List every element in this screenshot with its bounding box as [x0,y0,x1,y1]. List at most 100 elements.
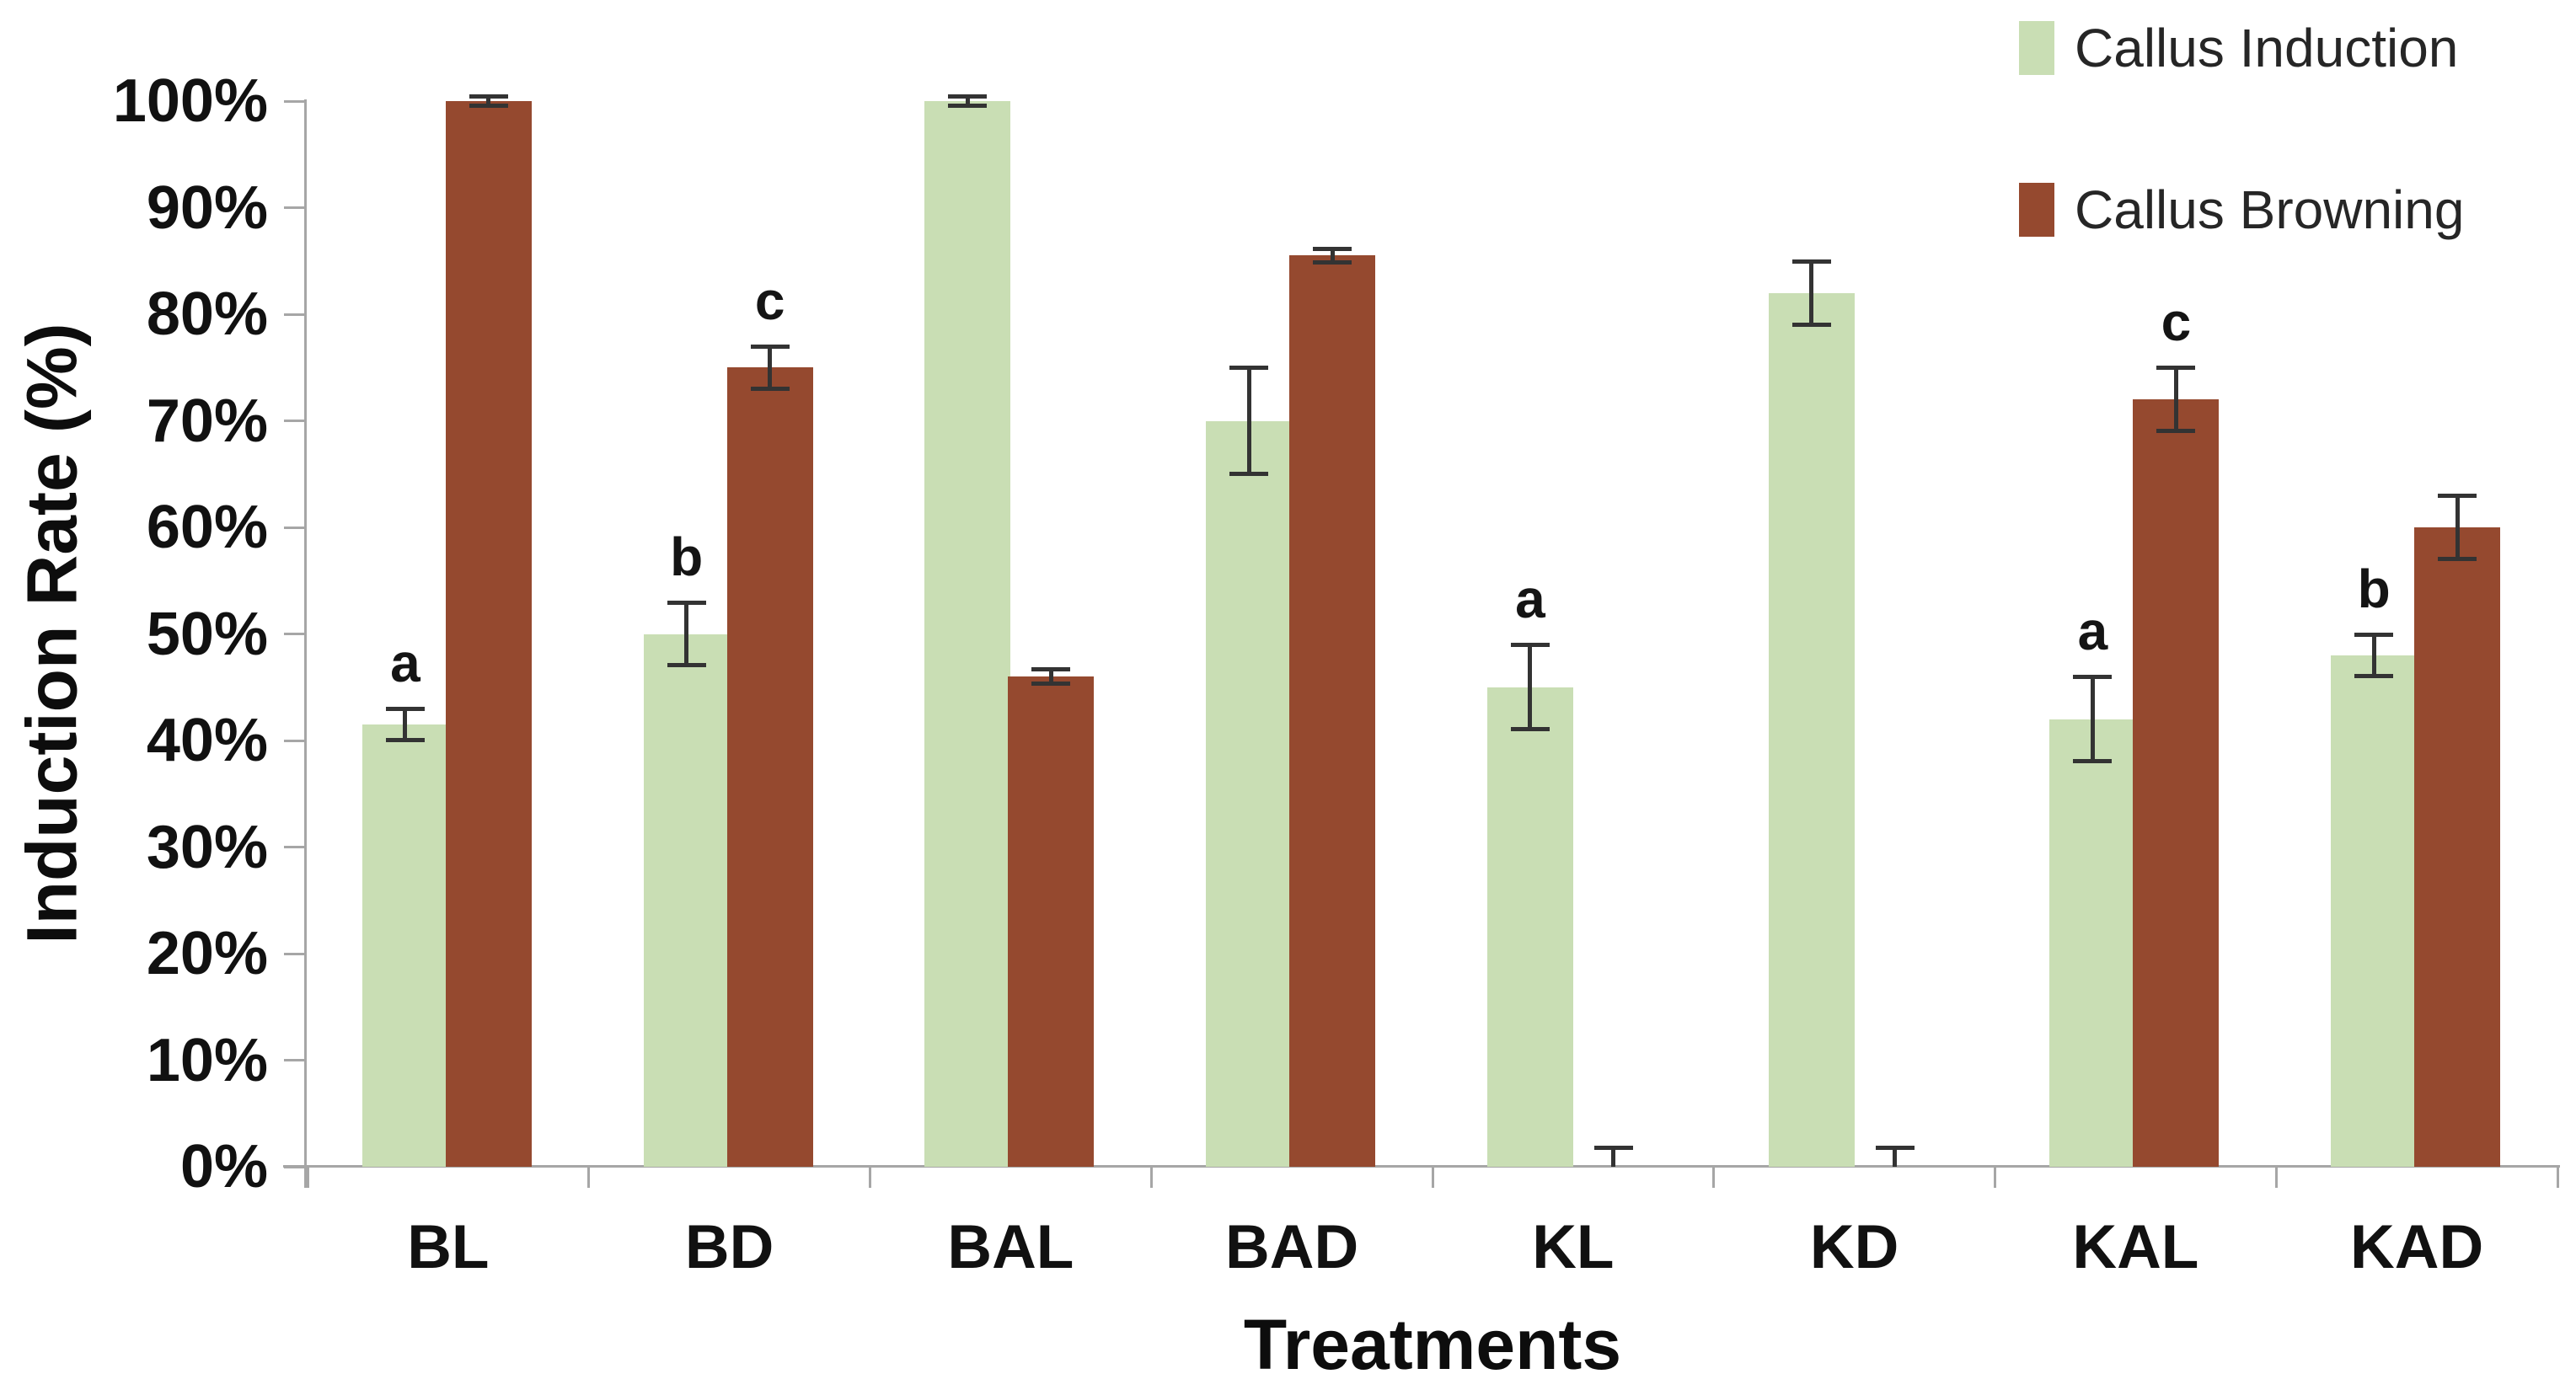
x-tick [2274,1167,2278,1188]
error-bar-cap-top [1031,667,1071,672]
error-bar-cap-bottom [1510,727,1550,732]
error-bar-cap-top [1791,259,1831,264]
category-label: BAD [1225,1213,1359,1281]
x-tick [2556,1167,2559,1188]
error-bar [1048,669,1053,684]
y-tick-label: 90% [146,174,268,242]
y-tick [284,526,306,529]
y-tick [284,633,306,635]
bar-callus-induction-kd [1768,292,1855,1167]
y-tick-label: 70% [146,387,268,455]
y-tick-label: 50% [146,600,268,668]
error-bar-cap-top [385,707,425,712]
y-tick [284,420,306,422]
y-tick [284,1059,306,1061]
error-bar [768,345,773,389]
x-tick [587,1167,591,1188]
error-bar-cap-top [2156,366,2196,371]
category-label: KAD [2350,1213,2484,1281]
error-bar [1528,644,1533,730]
legend-swatch-callus-induction [2019,21,2054,75]
y-tick-label: 60% [146,494,268,561]
significance-letter: a [2077,601,2108,662]
error-bar-cap-bottom [1229,471,1269,476]
bar-callus-induction-kl [1486,687,1573,1167]
legend-item-callus-browning: Callus Browning [2019,180,2464,239]
bar-callus-browning-bal [1008,676,1095,1167]
x-tick [1994,1167,1996,1188]
x-axis-title: Treatments [1243,1305,1622,1384]
y-tick-label: 40% [146,707,268,774]
legend-label: Callus Browning [2075,179,2465,240]
error-bar-cap-bottom [1313,260,1352,265]
error-bar-cap-top [1875,1146,1915,1151]
error-bar [486,95,491,107]
error-bar-cap-top [1510,643,1550,648]
x-axis-line [283,1165,2560,1168]
error-bar [1809,260,1814,325]
error-bar [965,95,970,107]
y-tick-label: 80% [146,281,268,348]
category-label: BAL [947,1213,1074,1281]
error-bar [1246,367,1251,474]
error-bar-cap-bottom [948,104,988,109]
error-bar [2455,495,2460,559]
category-label: KAL [2072,1213,2199,1281]
error-bar [684,601,689,666]
error-bar [2173,367,2178,432]
significance-letter: c [2161,291,2192,353]
category-label: KL [1532,1213,1615,1281]
bar-callus-browning-bad [1289,255,1376,1167]
category-label: BD [684,1213,774,1281]
significance-letter: b [670,526,704,587]
category-label: BL [407,1213,490,1281]
y-tick-label: 100% [112,67,268,135]
error-bar-cap-bottom [1031,681,1071,686]
error-bar-cap-top [2354,632,2394,637]
error-bar-cap-top [948,94,988,99]
error-bar [1330,248,1335,264]
error-bar-cap-top [1593,1146,1633,1151]
legend-swatch-callus-browning [2019,183,2054,237]
error-bar-cap-bottom [469,104,508,109]
error-bar-cap-top [469,94,508,99]
y-tick [284,952,306,955]
y-tick-label: 20% [146,920,268,987]
y-tick-label: 0% [179,1133,268,1200]
error-bar [2090,676,2095,762]
bar-callus-browning-kad [2414,527,2501,1167]
error-bar-cap-bottom [667,663,706,668]
y-tick [284,739,306,742]
bar-callus-browning-bd [726,367,813,1167]
error-bar-cap-bottom [2073,759,2113,764]
x-tick [869,1167,871,1188]
x-tick [306,1167,309,1188]
y-tick-label: 10% [146,1026,268,1094]
y-tick [284,206,306,209]
error-bar [2371,634,2376,677]
error-bar-cap-top [667,600,706,605]
error-bar-cap-top [2073,675,2113,680]
significance-letter: b [2357,558,2391,619]
error-bar-cap-top [750,344,790,349]
category-label: KD [1809,1213,1899,1281]
bar-callus-induction-kal [2049,719,2136,1167]
bar-callus-browning-bl [445,101,532,1167]
significance-letter: a [390,633,420,694]
y-tick [284,99,306,103]
error-bar [1611,1147,1616,1167]
error-bar [1893,1147,1898,1167]
bar-callus-browning-kal [2133,399,2220,1167]
legend-item-callus-induction: Callus Induction [2019,19,2458,78]
bar-callus-induction-bl [361,724,448,1167]
error-bar-cap-top [1313,246,1352,251]
error-bar-cap-bottom [1791,322,1831,327]
bar-callus-induction-bad [1206,420,1293,1167]
error-bar-cap-bottom [2156,429,2196,434]
bar-callus-induction-bal [924,101,1011,1167]
error-bar-cap-bottom [750,386,790,391]
error-bar-cap-bottom [385,738,425,742]
y-axis-line [304,99,307,1188]
y-tick-label: 30% [146,813,268,881]
